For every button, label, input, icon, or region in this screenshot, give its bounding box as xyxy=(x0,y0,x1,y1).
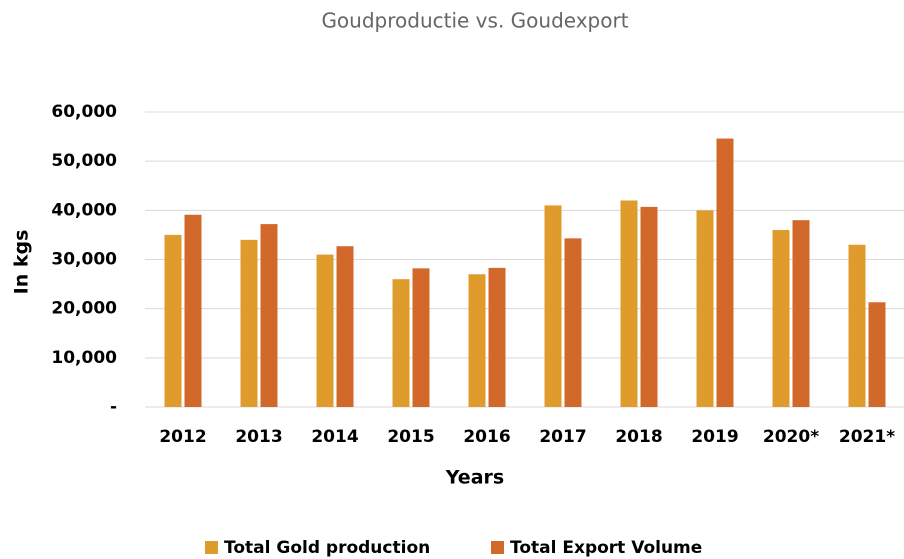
bar xyxy=(184,214,202,407)
x-tick-label: 2019 xyxy=(691,427,738,447)
bar xyxy=(696,210,714,407)
x-tick-label: 2014 xyxy=(311,427,358,447)
bar xyxy=(848,244,866,407)
bar xyxy=(716,138,734,408)
bar xyxy=(564,238,582,407)
y-tick-label: 50,000 xyxy=(51,151,117,171)
bar xyxy=(772,230,790,407)
bar xyxy=(412,268,430,407)
x-tick-label: 2020* xyxy=(763,427,819,447)
x-tick-label: 2015 xyxy=(387,427,434,447)
bar xyxy=(240,239,258,407)
y-tick-label: 40,000 xyxy=(51,200,117,220)
x-tick-label: 2012 xyxy=(159,427,206,447)
bar xyxy=(316,254,334,407)
bar xyxy=(392,279,410,407)
bar xyxy=(544,205,562,407)
y-tick-label: 20,000 xyxy=(51,299,117,319)
bar xyxy=(868,302,886,407)
x-tick-label: 2021* xyxy=(839,427,895,447)
x-axis-title: Years xyxy=(445,467,504,489)
x-tick-label: 2013 xyxy=(235,427,282,447)
bar xyxy=(488,267,506,407)
y-tick-label: 30,000 xyxy=(51,250,117,270)
bar xyxy=(468,274,486,407)
x-tick-label: 2017 xyxy=(539,427,586,447)
x-tick-label: 2016 xyxy=(463,427,510,447)
bar xyxy=(336,246,354,407)
bar xyxy=(640,206,658,407)
x-tick-label: 2018 xyxy=(615,427,662,447)
y-tick-label: 60,000 xyxy=(51,102,117,122)
legend-swatch xyxy=(205,541,218,554)
legend-label: Total Gold production xyxy=(224,538,430,558)
bar xyxy=(260,224,278,407)
bar xyxy=(792,220,810,407)
bar xyxy=(620,200,638,407)
y-tick-label: 10,000 xyxy=(51,348,117,368)
legend-swatch xyxy=(491,541,504,554)
chart-title: Goudproductie vs. Goudexport xyxy=(321,9,628,33)
y-axis-title: In kgs xyxy=(11,230,33,295)
legend-label: Total Export Volume xyxy=(510,538,702,558)
y-tick-label: - xyxy=(110,397,117,417)
bar xyxy=(164,234,182,407)
